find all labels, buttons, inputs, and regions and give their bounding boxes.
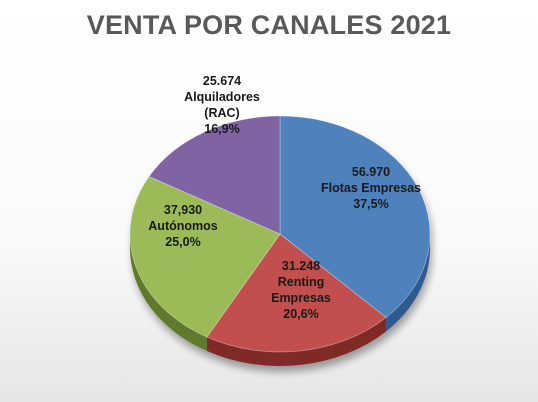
- slice-label-line: 25.674: [203, 74, 241, 88]
- slice-label-line: Alquiladores: [184, 90, 260, 104]
- pie-sides: [130, 234, 431, 366]
- slice-label-line: 31.248: [282, 259, 320, 273]
- pie-slice-side-0: [386, 234, 431, 332]
- slice-label-line: 20,6%: [283, 307, 318, 321]
- pie-slice-0: [279, 115, 431, 318]
- pie-slice-3: [148, 115, 281, 235]
- pie-slice-1: [206, 233, 387, 353]
- slice-label-line: (RAC): [204, 106, 239, 120]
- slice-label-line: 37,930: [164, 203, 202, 217]
- slice-label-line: 56.970: [352, 165, 390, 179]
- chart-title: VENTA POR CANALES 2021: [86, 10, 452, 40]
- slice-label-line: Renting: [278, 275, 325, 289]
- pie-tops: [129, 115, 431, 353]
- slice-label-3: 25.674 Alquiladores (RAC) 16,9%: [184, 74, 260, 136]
- slice-label-2: 37,930 Autónomos 25,0%: [148, 203, 217, 249]
- pie-slice-side-2: [130, 234, 207, 352]
- pie-labels: 56.970 Flotas Empresas 37,5% 31.248 Renting E…: [148, 74, 421, 321]
- slice-label-line: 25,0%: [165, 235, 200, 249]
- slice-label-0: 56.970 Flotas Empresas 37,5%: [321, 165, 421, 211]
- slice-label-line: 37,5%: [353, 197, 388, 211]
- slice-label-1: 31.248 Renting Empresas 20,6%: [271, 259, 331, 321]
- slice-label-line: Autónomos: [148, 219, 217, 233]
- pie-slice-side-1: [206, 317, 387, 366]
- slice-label-line: Empresas: [271, 291, 331, 305]
- slice-label-line: 16,9%: [204, 122, 239, 136]
- slice-label-line: Flotas Empresas: [321, 181, 421, 195]
- pie-slice-2: [129, 176, 281, 338]
